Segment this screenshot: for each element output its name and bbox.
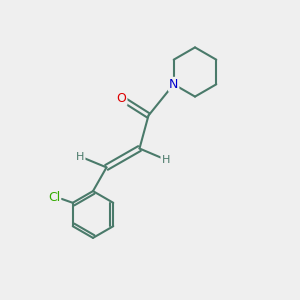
Text: H: H bbox=[161, 154, 170, 165]
Text: Cl: Cl bbox=[48, 191, 60, 204]
Text: O: O bbox=[117, 92, 126, 105]
Text: N: N bbox=[169, 78, 178, 91]
Text: H: H bbox=[76, 152, 85, 162]
